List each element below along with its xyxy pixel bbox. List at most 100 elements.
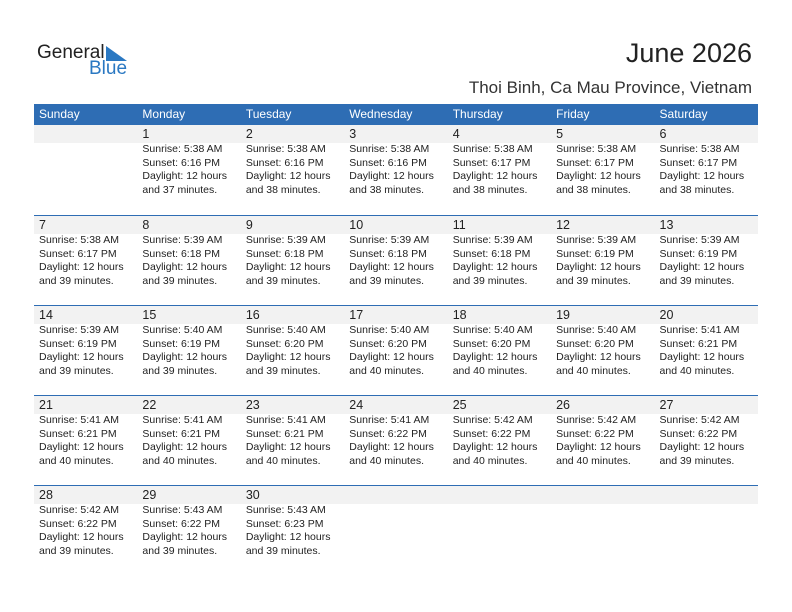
sunset-text: Sunset: 6:21 PM (245, 427, 324, 440)
day-cell: 9 Sunrise: 5:39 AM Sunset: 6:18 PM Daylight… (241, 216, 344, 288)
day-cell: 22 Sunrise: 5:41 AM Sunset: 6:21 PM Dayligh… (137, 396, 240, 468)
empty-cell (551, 486, 654, 558)
minutes-text: and 40 minutes. (142, 454, 218, 467)
minutes-text: and 39 minutes. (142, 364, 218, 377)
sunrise-text: Sunrise: 5:40 AM (245, 324, 326, 336)
day-cell: 3 Sunrise: 5:38 AM Sunset: 6:16 PM Daylight… (344, 125, 447, 197)
day-cell: 6 Sunrise: 5:38 AM Sunset: 6:17 PM Daylight… (655, 125, 758, 197)
daylight-text: Daylight: 12 hours (245, 170, 331, 182)
week-row: 1 Sunrise: 5:38 AM Sunset: 6:16 PM Daylight… (34, 125, 758, 215)
daylight-text: Daylight: 12 hours (556, 441, 641, 453)
empty-cell (448, 486, 551, 558)
minutes-text: and 38 minutes. (556, 183, 631, 196)
minutes-text: and 38 minutes. (452, 183, 528, 196)
daylight-text: Daylight: 12 hours (452, 441, 538, 453)
sunrise-text: Sunrise: 5:40 AM (142, 324, 223, 336)
day-number-band (34, 306, 758, 324)
daylight-text: Daylight: 12 hours (39, 441, 124, 453)
sunset-text: Sunset: 6:18 PM (452, 247, 531, 260)
daylight-text: Daylight: 12 hours (349, 170, 434, 182)
minutes-text: and 40 minutes. (556, 364, 631, 377)
day-number: 1 (142, 127, 150, 141)
day-number: 13 (659, 218, 674, 232)
empty-cell (34, 125, 137, 197)
day-cell: 11 Sunrise: 5:39 AM Sunset: 6:18 PM Dayligh… (448, 216, 551, 288)
daylight-text: Daylight: 12 hours (245, 531, 331, 543)
day-cell: 1 Sunrise: 5:38 AM Sunset: 6:16 PM Daylight… (137, 125, 240, 197)
day-cell: 12 Sunrise: 5:39 AM Sunset: 6:19 PM Dayligh… (551, 216, 654, 288)
location-subtitle: Thoi Binh, Ca Mau Province, Vietnam (468, 78, 752, 97)
daylight-text: Daylight: 12 hours (659, 170, 745, 182)
day-cell: 15 Sunrise: 5:40 AM Sunset: 6:19 PM Dayligh… (137, 306, 240, 378)
sunset-text: Sunset: 6:17 PM (556, 156, 634, 169)
sunset-text: Sunset: 6:18 PM (142, 247, 221, 260)
empty-cell (655, 486, 758, 558)
daylight-text: Daylight: 12 hours (556, 170, 641, 182)
day-number: 20 (659, 308, 674, 322)
day-number: 26 (556, 398, 571, 412)
week-row: 14 Sunrise: 5:39 AM Sunset: 6:19 PM Dayligh… (34, 305, 758, 395)
sunrise-text: Sunrise: 5:41 AM (142, 414, 223, 426)
day-number: 18 (452, 308, 467, 322)
day-cell: 17 Sunrise: 5:40 AM Sunset: 6:20 PM Dayligh… (344, 306, 447, 378)
sunset-text: Sunset: 6:22 PM (39, 517, 117, 530)
sunset-text: Sunset: 6:20 PM (245, 337, 324, 350)
week-row: 21 Sunrise: 5:41 AM Sunset: 6:21 PM Dayligh… (34, 395, 758, 485)
day-number: 29 (142, 488, 157, 502)
day-number: 14 (39, 308, 53, 322)
minutes-text: and 40 minutes. (349, 364, 424, 377)
weekday-header: Sunday Monday Tuesday Wednesday Thursday Frid… (34, 104, 758, 125)
daylight-text: Daylight: 12 hours (452, 170, 538, 182)
minutes-text: and 40 minutes. (349, 454, 424, 467)
sunrise-text: Sunrise: 5:40 AM (452, 324, 533, 336)
minutes-text: and 39 minutes. (349, 274, 424, 287)
sunrise-text: Sunrise: 5:39 AM (452, 234, 533, 246)
minutes-text: and 39 minutes. (39, 544, 114, 557)
day-number: 4 (452, 127, 460, 141)
sunset-text: Sunset: 6:21 PM (659, 337, 738, 350)
weekday-friday: Friday (556, 107, 590, 121)
sunset-text: Sunset: 6:18 PM (245, 247, 324, 260)
daylight-text: Daylight: 12 hours (142, 261, 228, 273)
daylight-text: Daylight: 12 hours (659, 441, 745, 453)
sunrise-text: Sunrise: 5:39 AM (659, 234, 740, 246)
day-number: 17 (349, 308, 364, 322)
sunset-text: Sunset: 6:20 PM (556, 337, 634, 350)
daylight-text: Daylight: 12 hours (659, 261, 745, 273)
sunset-text: Sunset: 6:17 PM (39, 247, 117, 260)
sunset-text: Sunset: 6:22 PM (142, 517, 221, 530)
sunset-text: Sunset: 6:20 PM (452, 337, 531, 350)
day-number: 21 (39, 398, 53, 412)
day-cell: 28 Sunrise: 5:42 AM Sunset: 6:22 PM Dayligh… (34, 486, 137, 558)
daylight-text: Daylight: 12 hours (556, 261, 641, 273)
minutes-text: and 40 minutes. (556, 454, 631, 467)
sunrise-text: Sunrise: 5:38 AM (452, 143, 533, 155)
day-number: 22 (142, 398, 157, 412)
sunset-text: Sunset: 6:19 PM (39, 337, 117, 350)
sunrise-text: Sunrise: 5:42 AM (39, 504, 119, 516)
day-cell: 7 Sunrise: 5:38 AM Sunset: 6:17 PM Daylight… (34, 216, 137, 288)
day-number: 10 (349, 218, 364, 232)
sunrise-text: Sunrise: 5:39 AM (245, 234, 326, 246)
day-number-band (34, 486, 758, 504)
day-number: 30 (245, 488, 260, 502)
sunset-text: Sunset: 6:22 PM (659, 427, 738, 440)
sunset-text: Sunset: 6:19 PM (659, 247, 738, 260)
sunrise-text: Sunrise: 5:41 AM (39, 414, 119, 426)
day-number: 7 (39, 218, 46, 232)
logo-text-blue: Blue (89, 58, 128, 79)
day-cell: 18 Sunrise: 5:40 AM Sunset: 6:20 PM Dayligh… (448, 306, 551, 378)
minutes-text: and 39 minutes. (659, 274, 735, 287)
sunrise-text: Sunrise: 5:38 AM (245, 143, 326, 155)
minutes-text: and 39 minutes. (39, 274, 114, 287)
minutes-text: and 40 minutes. (452, 454, 528, 467)
daylight-text: Daylight: 12 hours (452, 261, 538, 273)
minutes-text: and 40 minutes. (245, 454, 321, 467)
sunrise-text: Sunrise: 5:43 AM (245, 504, 326, 516)
daylight-text: Daylight: 12 hours (142, 170, 228, 182)
day-number: 9 (245, 218, 253, 232)
sunrise-text: Sunrise: 5:39 AM (349, 234, 430, 246)
day-cell: 2 Sunrise: 5:38 AM Sunset: 6:16 PM Daylight… (241, 125, 344, 197)
weeks: 1 Sunrise: 5:38 AM Sunset: 6:16 PM Daylight… (34, 125, 758, 575)
sunrise-text: Sunrise: 5:38 AM (39, 234, 119, 246)
